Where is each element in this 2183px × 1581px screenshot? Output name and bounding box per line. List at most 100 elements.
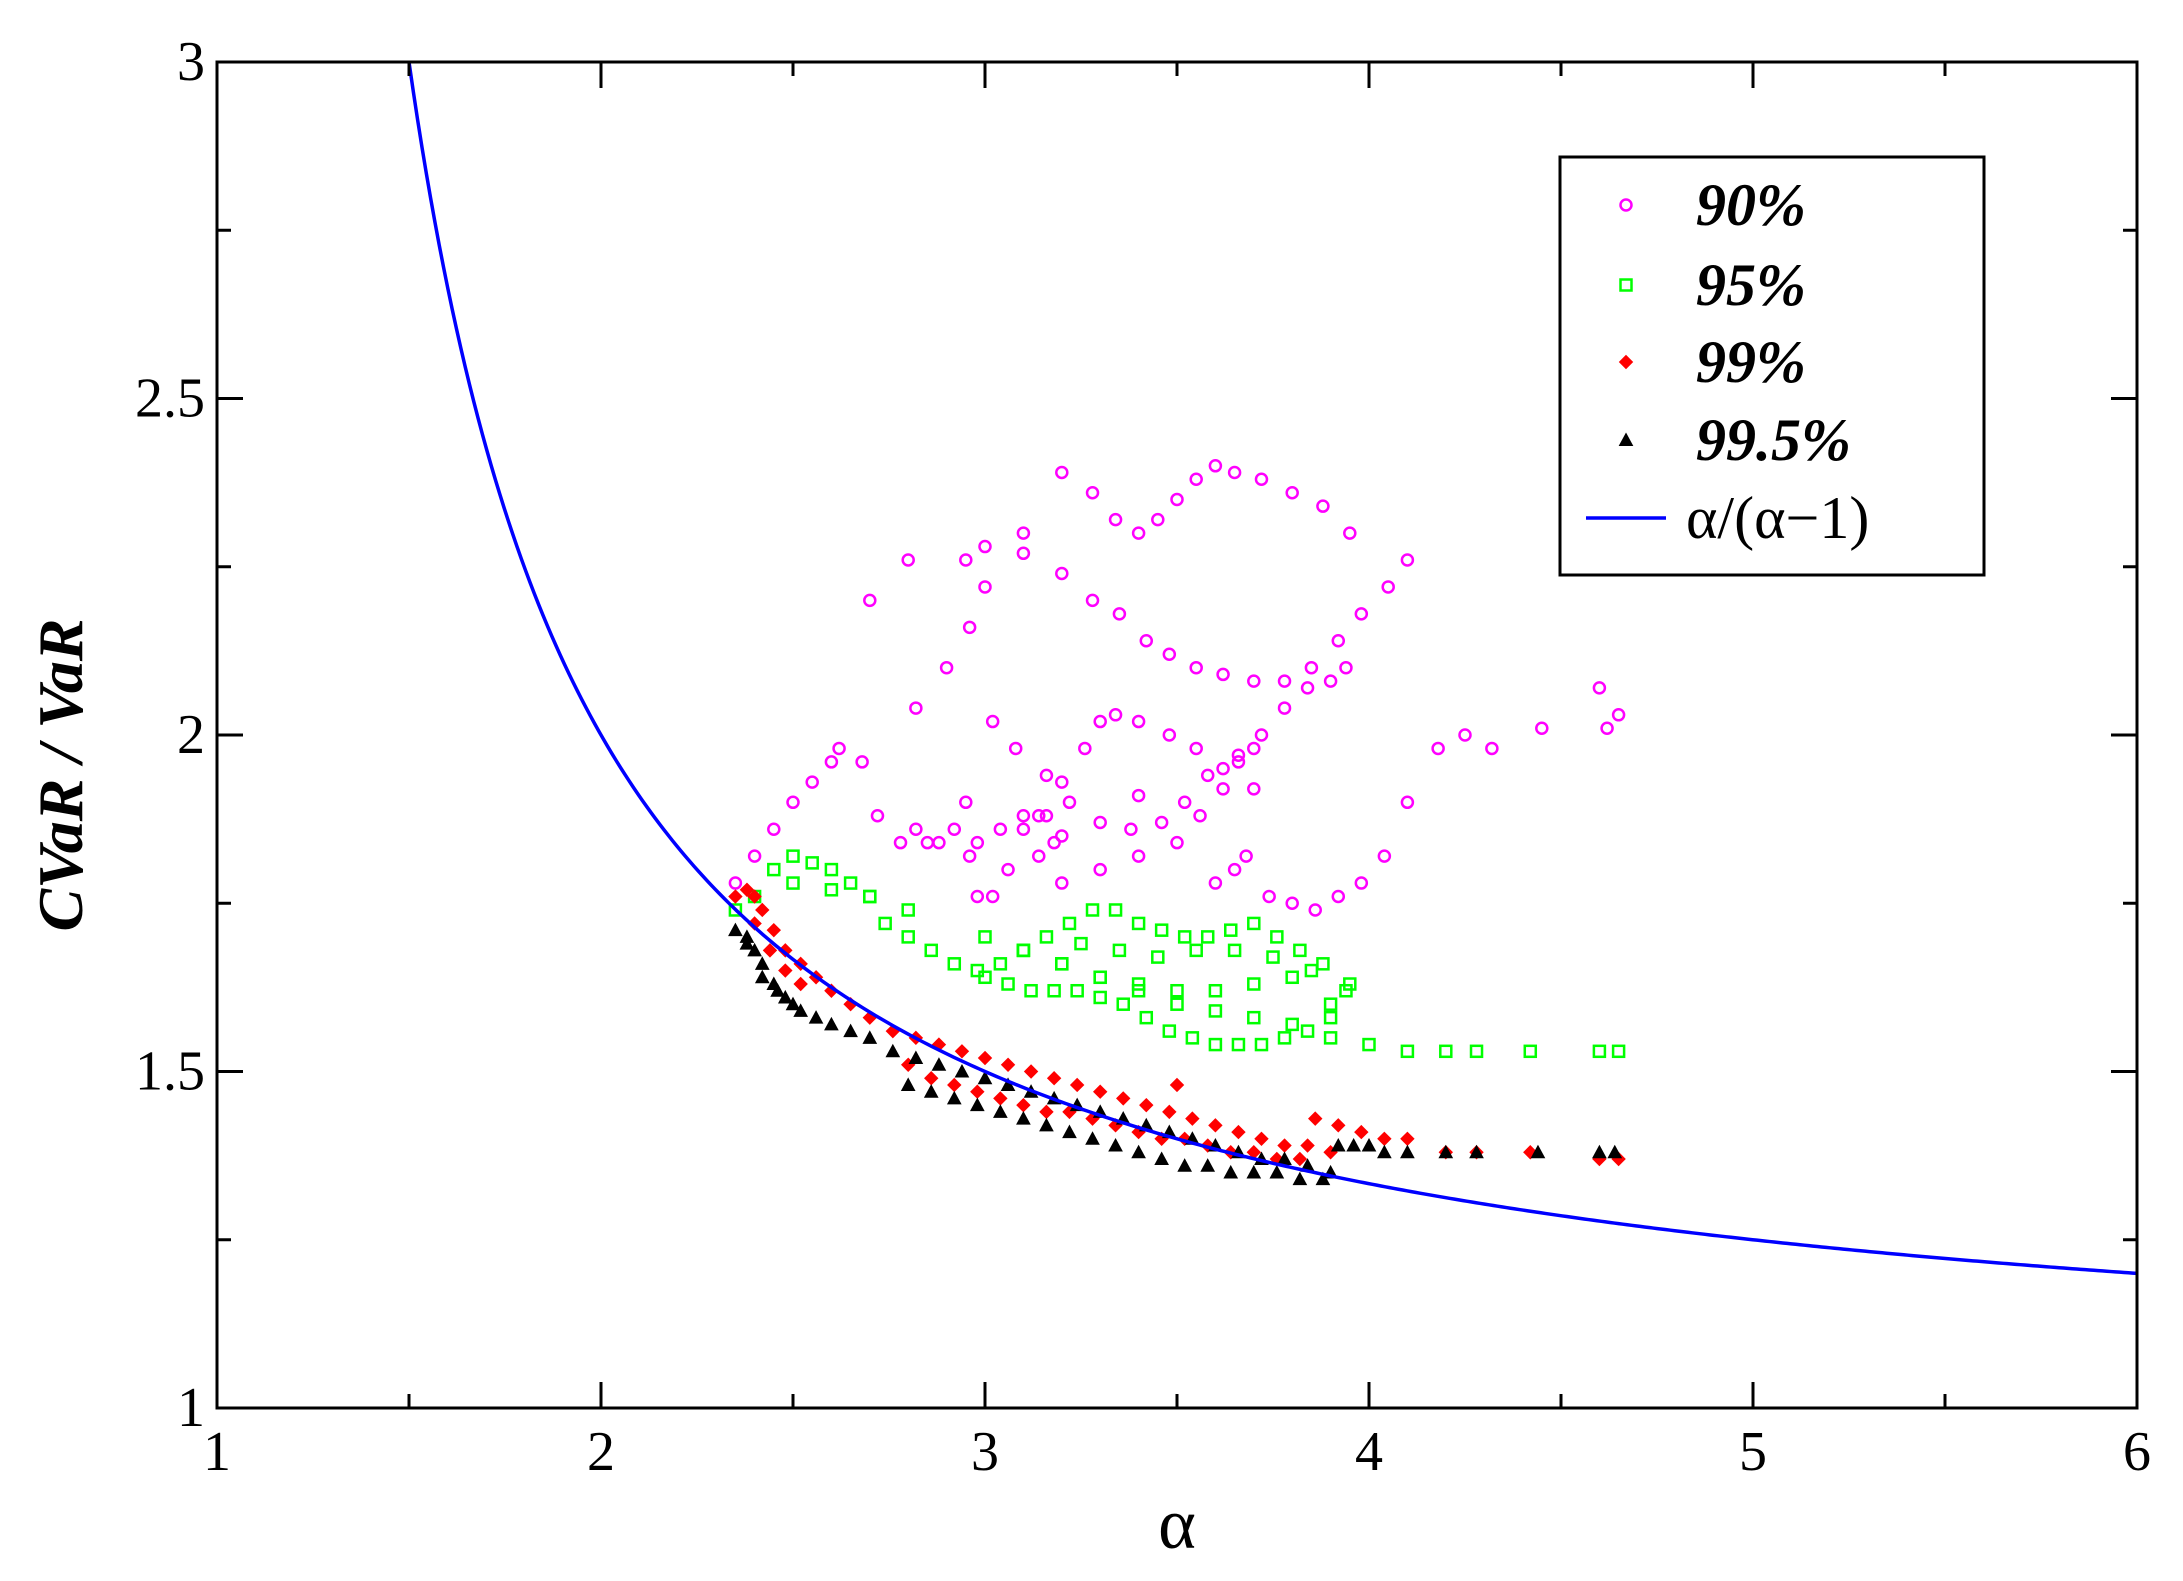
point-circle bbox=[1247, 674, 1261, 688]
point-circle bbox=[970, 835, 985, 850]
point-circle bbox=[1216, 667, 1230, 682]
point-square bbox=[1343, 977, 1357, 991]
point-circle bbox=[805, 775, 819, 789]
point-circle bbox=[939, 660, 954, 675]
point-circle bbox=[1078, 741, 1092, 756]
point-diamond bbox=[1300, 1138, 1315, 1153]
point-circle bbox=[1339, 660, 1353, 675]
point-circle bbox=[1151, 512, 1165, 527]
point-triangle bbox=[1530, 1144, 1546, 1159]
x-tick-label: 4 bbox=[1355, 1421, 1383, 1483]
x-tick-label: 3 bbox=[971, 1421, 999, 1483]
point-square bbox=[1270, 930, 1284, 944]
point-circle bbox=[1055, 465, 1069, 480]
point-diamond bbox=[793, 976, 808, 992]
point-square bbox=[1323, 997, 1338, 1011]
point-circle bbox=[1308, 903, 1322, 917]
point-circle bbox=[1047, 835, 1061, 850]
point-square bbox=[767, 862, 781, 877]
point-triangle bbox=[1085, 1131, 1100, 1145]
point-square bbox=[1024, 983, 1038, 998]
point-circle bbox=[1200, 768, 1215, 783]
point-circle bbox=[1381, 580, 1395, 594]
point-square bbox=[1247, 977, 1261, 991]
point-circle bbox=[1039, 768, 1054, 783]
point-circle bbox=[893, 835, 908, 850]
point-triangle bbox=[747, 942, 762, 957]
legend-items: 90% 95% 99% 99.5% α/(α−1) bbox=[1586, 172, 1869, 551]
point-triangle bbox=[969, 1097, 985, 1112]
point-circle bbox=[1154, 815, 1169, 830]
point-triangle bbox=[1361, 1137, 1377, 1152]
point-circle bbox=[1189, 660, 1203, 675]
point-square bbox=[1139, 1010, 1154, 1025]
legend-label: 90% bbox=[1696, 172, 1806, 238]
point-diamond bbox=[1231, 1124, 1246, 1140]
point-circle bbox=[1239, 849, 1253, 863]
point-circle bbox=[1400, 795, 1415, 810]
point-square bbox=[1062, 916, 1077, 931]
point-diamond bbox=[1139, 1097, 1154, 1113]
point-circle bbox=[1085, 593, 1100, 608]
point-square bbox=[1085, 903, 1100, 917]
point-circle bbox=[1331, 634, 1346, 648]
point-square bbox=[1592, 1044, 1607, 1059]
point-circle bbox=[1208, 459, 1223, 473]
point-square bbox=[1154, 923, 1169, 937]
point-circle bbox=[1208, 876, 1223, 890]
point-diamond bbox=[1023, 1064, 1039, 1079]
point-circle bbox=[1032, 809, 1046, 823]
point-triangle bbox=[793, 1003, 809, 1017]
point-circle bbox=[1112, 607, 1127, 621]
point-circle bbox=[1039, 809, 1054, 823]
legend-label: 99.5% bbox=[1696, 407, 1851, 473]
point-diamond bbox=[1331, 1118, 1346, 1133]
series-triangle bbox=[728, 922, 1623, 1186]
point-diamond bbox=[1277, 1138, 1292, 1153]
point-circle bbox=[985, 714, 1000, 729]
point-triangle bbox=[1016, 1111, 1031, 1125]
point-diamond bbox=[1185, 1111, 1200, 1126]
point-triangle bbox=[770, 983, 785, 997]
y-tick-label: 1 bbox=[177, 1377, 205, 1439]
point-triangle bbox=[954, 1063, 970, 1078]
point-circle bbox=[1032, 849, 1046, 863]
point-circle bbox=[1189, 741, 1203, 756]
point-square bbox=[978, 930, 992, 944]
point-square bbox=[1523, 1044, 1538, 1059]
point-triangle bbox=[1039, 1117, 1054, 1132]
point-diamond bbox=[1092, 1084, 1108, 1099]
point-circle bbox=[1177, 795, 1192, 810]
point-triangle bbox=[1315, 1171, 1331, 1186]
point-circle bbox=[1227, 862, 1242, 877]
point-circle bbox=[1131, 714, 1146, 729]
point-square bbox=[1247, 916, 1261, 931]
point-square bbox=[1277, 1031, 1292, 1045]
point-square bbox=[1131, 916, 1146, 931]
y-tick-label: 1.5 bbox=[135, 1041, 205, 1103]
point-circle bbox=[1331, 889, 1346, 904]
point-circle bbox=[1247, 782, 1261, 796]
point-circle bbox=[1062, 795, 1077, 810]
point-circle bbox=[1535, 721, 1549, 736]
legend-swatch-square bbox=[1619, 278, 1633, 292]
point-circle bbox=[962, 849, 977, 863]
point-circle bbox=[985, 889, 1000, 904]
point-square bbox=[1316, 957, 1330, 971]
point-circle bbox=[1277, 701, 1292, 715]
point-circle bbox=[1431, 741, 1445, 756]
point-circle bbox=[962, 620, 977, 635]
point-circle bbox=[1592, 681, 1607, 695]
point-circle bbox=[932, 835, 946, 850]
curve-alpha-over-alpha-minus-1 bbox=[407, 61, 2138, 1276]
point-square bbox=[1055, 957, 1069, 971]
x-tick-label: 6 bbox=[2123, 1421, 2151, 1483]
series-circle bbox=[728, 459, 1626, 917]
point-square bbox=[1323, 1031, 1338, 1045]
point-circle bbox=[1231, 755, 1246, 769]
point-circle bbox=[1162, 728, 1177, 742]
point-circle bbox=[1285, 485, 1299, 500]
point-circle bbox=[1093, 815, 1107, 830]
point-circle bbox=[1611, 708, 1626, 722]
